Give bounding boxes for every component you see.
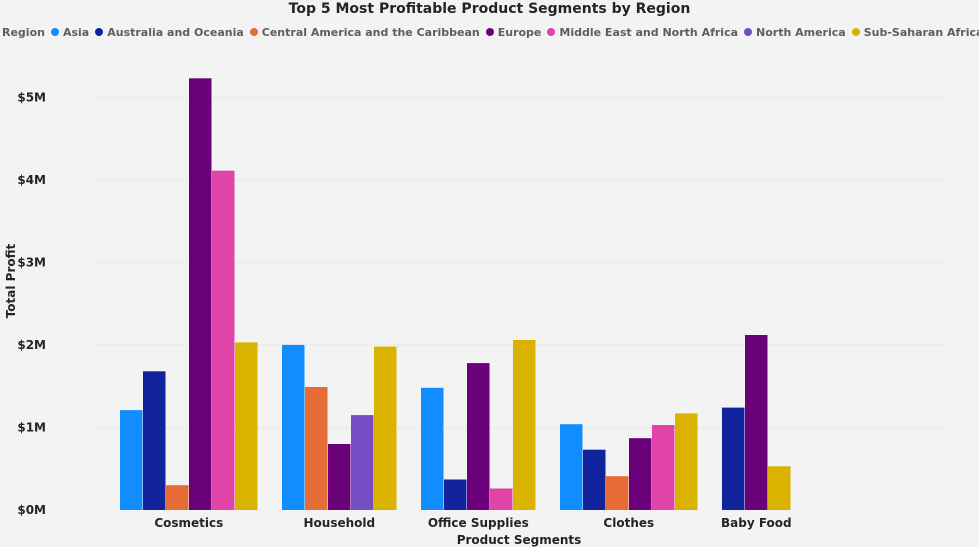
legend-item-europe[interactable]: Europe: [485, 25, 542, 39]
legend-label: Middle East and North Africa: [559, 25, 739, 39]
legend-label: Sub-Saharan Africa: [863, 25, 979, 39]
bar-cosmetics-australia-and-oceania[interactable]: [143, 371, 166, 510]
legend-marker-icon: [547, 28, 556, 36]
bar-clothes-central-america-and-the-caribbean[interactable]: [606, 476, 629, 510]
bar-office-supplies-asia[interactable]: [421, 387, 444, 510]
bar-baby-food-sub-saharan-africa[interactable]: [768, 466, 791, 510]
legend-marker-icon: [95, 28, 104, 36]
x-tick-label: Clothes: [603, 516, 654, 530]
legend-item-sub-saharan-africa[interactable]: Sub-Saharan Africa: [851, 25, 979, 39]
bar-household-europe[interactable]: [328, 444, 351, 510]
legend-marker-icon: [485, 28, 494, 36]
x-tick-label: Baby Food: [721, 516, 792, 530]
legend-marker-icon: [744, 28, 753, 36]
legend-item-middle-east-and-north-africa[interactable]: Middle East and North Africa: [547, 26, 738, 39]
legend-item-asia[interactable]: Asia: [50, 25, 90, 39]
y-tick-label: $3M: [17, 255, 46, 269]
bar-household-north-america[interactable]: [351, 415, 374, 510]
legend-label: Central America and the Caribbean: [261, 25, 480, 39]
legend-marker-icon: [249, 28, 258, 36]
y-tick-label: $0M: [17, 503, 46, 517]
y-tick-label: $1M: [17, 420, 46, 434]
legend-label: Europe: [497, 25, 542, 39]
x-axis-label: Product Segments: [457, 533, 582, 547]
bar-office-supplies-europe[interactable]: [467, 363, 490, 510]
legend-label: Australia and Oceania: [107, 25, 244, 39]
bar-cosmetics-middle-east-and-north-africa[interactable]: [212, 170, 235, 510]
bar-clothes-australia-and-oceania[interactable]: [583, 449, 606, 510]
legend: Region Asia Australia and Oceania Central …: [2, 24, 979, 40]
y-tick-label: $5M: [17, 90, 46, 104]
bars: [120, 78, 791, 511]
y-tick-label: $4M: [17, 173, 46, 187]
y-axis-ticks: $0M $1M $2M $3M $4M $5M: [17, 90, 46, 517]
chart-title: Top 5 Most Profitable Product Segments b…: [288, 1, 691, 17]
legend-marker-icon: [851, 28, 860, 36]
bar-office-supplies-sub-saharan-africa[interactable]: [513, 340, 536, 510]
bar-cosmetics-central-america-and-the-caribbean[interactable]: [166, 485, 189, 510]
legend-label: North America: [756, 25, 846, 39]
bar-clothes-asia[interactable]: [560, 424, 583, 510]
legend-item-central-america-and-the-caribbean[interactable]: Central America and the Caribbean: [249, 25, 480, 39]
bar-clothes-sub-saharan-africa[interactable]: [675, 413, 698, 510]
legend-title: Region: [2, 25, 45, 39]
x-tick-label: Office Supplies: [428, 516, 529, 530]
x-axis-ticks: Cosmetics Household Office Supplies Clothes…: [154, 516, 791, 530]
bar-baby-food-australia-and-oceania[interactable]: [722, 407, 745, 510]
bar-cosmetics-europe[interactable]: [189, 78, 212, 511]
x-tick-label: Household: [303, 516, 375, 530]
y-tick-label: $2M: [17, 338, 46, 352]
bar-office-supplies-middle-east-and-north-africa[interactable]: [490, 488, 513, 511]
bar-baby-food-europe[interactable]: [745, 335, 768, 510]
legend-item-north-america[interactable]: North America: [744, 26, 846, 39]
x-tick-label: Cosmetics: [154, 516, 223, 530]
legend-marker-icon: [50, 28, 59, 36]
bar-clothes-middle-east-and-north-africa[interactable]: [652, 425, 675, 510]
bar-household-asia[interactable]: [282, 344, 305, 510]
legend-item-australia-and-oceania[interactable]: Australia and Oceania: [95, 26, 244, 39]
bar-household-central-america-and-the-caribbean[interactable]: [305, 387, 328, 510]
y-axis-label: Total Profit: [4, 243, 18, 318]
bar-office-supplies-australia-and-oceania[interactable]: [444, 479, 467, 511]
bar-clothes-europe[interactable]: [629, 438, 652, 510]
legend-label: Asia: [62, 25, 90, 39]
bar-cosmetics-sub-saharan-africa[interactable]: [235, 342, 258, 510]
bar-household-sub-saharan-africa[interactable]: [374, 346, 397, 510]
bar-cosmetics-asia[interactable]: [120, 410, 143, 510]
